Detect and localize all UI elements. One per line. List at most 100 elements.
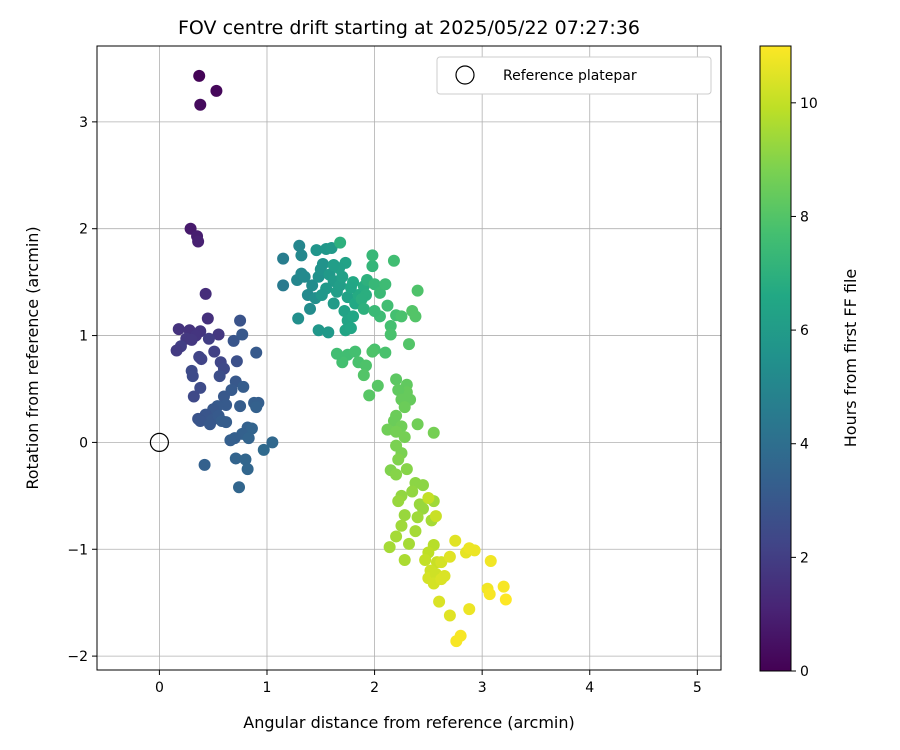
data-point	[257, 443, 270, 456]
data-point	[406, 485, 419, 498]
y-tick-label: 0	[79, 435, 88, 451]
reference-marker	[149, 432, 169, 453]
data-point	[409, 525, 422, 538]
colorbar-tick-label: 4	[800, 437, 809, 453]
data-point	[403, 537, 415, 550]
data-point	[468, 544, 481, 557]
legend-box	[436, 56, 712, 95]
data-point	[427, 426, 440, 439]
y-tick-label: 1	[79, 329, 88, 345]
data-point	[330, 347, 343, 360]
y-tick-label: −1	[67, 542, 88, 558]
data-point	[172, 323, 185, 336]
data-point	[463, 603, 476, 616]
data-point	[170, 344, 183, 357]
data-point	[316, 257, 329, 270]
data-point	[390, 530, 403, 543]
data-point	[398, 553, 411, 566]
data-point	[266, 436, 279, 449]
data-point	[187, 390, 200, 403]
data-point	[416, 479, 429, 492]
data-point	[433, 595, 446, 608]
data-point	[347, 310, 360, 323]
data-point	[208, 345, 221, 358]
data-point	[241, 463, 254, 476]
data-point	[325, 241, 338, 254]
data-point	[198, 458, 211, 471]
data-point	[193, 69, 206, 82]
y-tick-label: 2	[79, 222, 88, 238]
legend-label: Reference platepar	[503, 68, 637, 84]
data-point	[194, 415, 207, 428]
data-point	[379, 278, 392, 291]
data-point	[203, 418, 216, 431]
data-point	[395, 310, 408, 323]
data-point	[195, 353, 208, 366]
data-point	[366, 249, 379, 262]
x-tick-label: 0	[155, 680, 164, 696]
data-point	[239, 453, 252, 466]
x-tick-label: 1	[263, 680, 272, 696]
data-point	[234, 314, 247, 327]
grid-lines	[97, 46, 721, 670]
data-point	[384, 319, 397, 332]
data-point	[315, 288, 328, 301]
plot-frame	[96, 45, 722, 671]
data-point	[411, 284, 424, 297]
data-point	[497, 580, 510, 593]
x-tick-label: 3	[478, 680, 487, 696]
data-point	[398, 509, 411, 522]
y-tick-label: 3	[79, 115, 88, 131]
data-point	[409, 310, 422, 323]
data-point	[344, 322, 357, 335]
data-point	[483, 588, 496, 601]
data-point	[327, 297, 340, 310]
data-point	[234, 400, 247, 413]
data-point	[355, 293, 368, 306]
x-tick-label: 4	[585, 680, 594, 696]
data-point	[379, 346, 392, 359]
data-point	[357, 302, 370, 315]
data-point	[213, 370, 226, 383]
data-point	[212, 328, 225, 341]
data-point	[435, 556, 448, 569]
x-tick-label: 5	[693, 680, 702, 696]
data-point	[236, 328, 249, 341]
data-point	[199, 287, 212, 300]
y-axis-ticks: −2 −1 0 1 2 3	[67, 115, 97, 665]
data-point	[400, 463, 413, 476]
data-point	[387, 254, 400, 267]
data-point	[292, 312, 305, 325]
colorbar-gradient	[759, 45, 792, 672]
data-point	[357, 369, 370, 382]
data-point	[390, 373, 403, 386]
data-point	[194, 98, 207, 111]
colorbar-label: Hours from first FF file	[841, 269, 860, 448]
data-point	[295, 249, 308, 262]
data-point	[201, 312, 214, 325]
data-point	[411, 511, 424, 524]
data-point	[202, 332, 215, 345]
data-point	[363, 389, 376, 402]
data-point	[277, 252, 290, 265]
data-point	[429, 510, 442, 523]
colorbar-tick-label: 2	[800, 550, 809, 566]
data-point	[237, 380, 250, 393]
y-tick-label: −2	[67, 649, 88, 665]
data-point	[368, 304, 381, 317]
data-point	[359, 359, 372, 372]
data-point	[438, 569, 451, 582]
data-point	[185, 333, 198, 346]
colorbar: 0 2 4 6 8 10 Hours from first FF file	[759, 45, 860, 680]
data-point	[419, 553, 432, 566]
data-point	[450, 635, 463, 648]
data-point	[449, 534, 462, 547]
data-point	[366, 345, 379, 358]
data-point	[390, 425, 403, 438]
data-point	[395, 519, 408, 532]
data-point	[194, 381, 207, 394]
data-point	[390, 468, 403, 481]
x-axis-ticks: 0 1 2 3 4 5	[155, 670, 702, 696]
data-point	[416, 502, 429, 515]
